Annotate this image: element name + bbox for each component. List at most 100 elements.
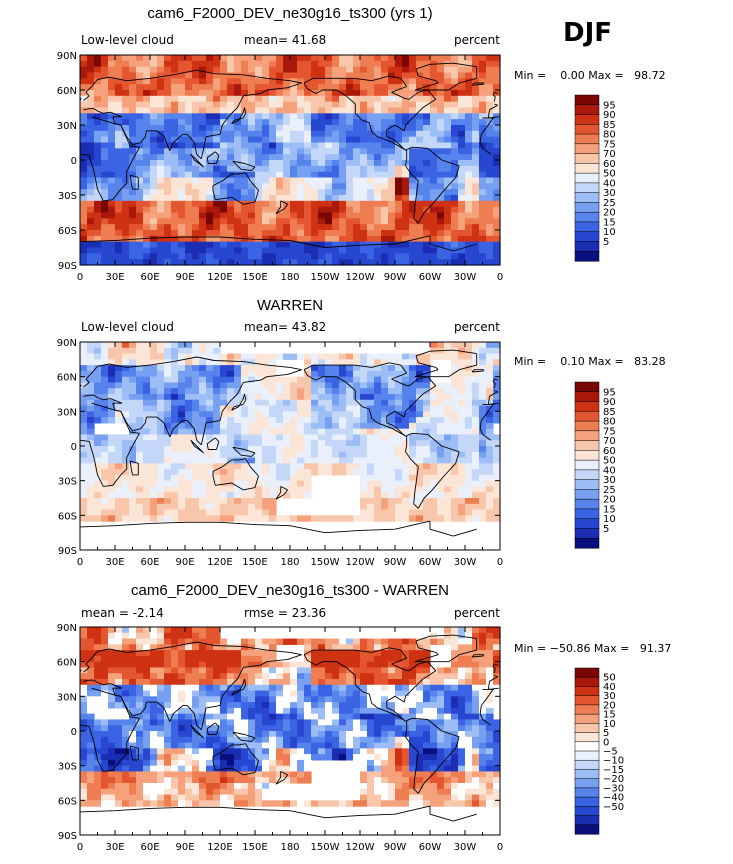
map-cell [87, 136, 95, 144]
map-cell [297, 667, 305, 674]
map-cell [178, 417, 186, 424]
colorbar-label: 95 [603, 387, 616, 398]
map-cell [199, 218, 207, 225]
map-cell [80, 125, 88, 132]
map-cell [143, 195, 151, 202]
map-cell [444, 632, 452, 640]
map-cell [143, 206, 151, 214]
map-cell [318, 183, 326, 190]
map-cell [353, 434, 361, 441]
panel-1-minmax: Min = 0.00 Max = 98.72 [514, 69, 666, 82]
map-cell [101, 125, 109, 132]
map-cell [80, 101, 88, 109]
map-cell [234, 212, 242, 219]
map-cell [192, 503, 200, 511]
map-cell [262, 655, 270, 663]
map-cell [409, 509, 417, 516]
map-cell [262, 696, 270, 703]
map-cell [136, 463, 144, 470]
map-cell [283, 165, 291, 173]
map-cell [472, 183, 480, 190]
map-cell [493, 259, 501, 266]
map-cell [325, 399, 333, 407]
map-cell [332, 650, 340, 657]
map-cell [465, 434, 473, 441]
map-cell [465, 399, 473, 407]
map-cell [346, 218, 354, 225]
map-cell [136, 212, 144, 219]
map-cell [94, 480, 102, 488]
map-cell [262, 224, 270, 231]
map-cell [206, 655, 214, 663]
map-cell [115, 218, 123, 225]
map-cell [150, 353, 158, 360]
map-cell [381, 382, 389, 389]
map-cell [192, 422, 200, 430]
map-cell [374, 206, 382, 214]
map-cell [290, 95, 298, 103]
map-cell [185, 347, 193, 355]
map-cell [353, 422, 361, 430]
map-cell [192, 125, 200, 132]
map-cell [276, 696, 284, 703]
map-cell [451, 690, 459, 697]
map-cell [143, 78, 151, 85]
map-cell [353, 446, 361, 453]
map-cell [479, 503, 487, 511]
map-cell [458, 469, 466, 476]
map-cell [213, 451, 221, 459]
map-cell [87, 667, 95, 674]
map-cell [171, 90, 179, 97]
map-cell [304, 212, 312, 219]
map-cell [486, 84, 494, 91]
map-cell [465, 195, 473, 202]
map-cell [353, 101, 361, 109]
map-cell [395, 60, 403, 68]
map-cell [374, 90, 382, 97]
map-cell [437, 428, 445, 436]
map-cell [360, 515, 368, 522]
map-cell [87, 189, 95, 196]
map-cell [129, 388, 137, 395]
map-cell [227, 160, 235, 167]
map-cell [297, 125, 305, 132]
map-cell [115, 253, 123, 260]
map-cell [353, 667, 361, 674]
map-cell [465, 690, 473, 697]
map-cell [374, 684, 382, 692]
map-cell [87, 650, 95, 657]
map-cell [395, 101, 403, 109]
map-cell [171, 195, 179, 202]
map-cell [115, 95, 123, 103]
map-cell [213, 422, 221, 430]
map-cell [311, 365, 319, 372]
map-cell [206, 165, 214, 173]
map-cell [493, 650, 501, 657]
panel-2-title: WARREN [256, 297, 324, 314]
map-cell [136, 411, 144, 418]
map-cell [262, 474, 270, 482]
map-cell [262, 492, 270, 499]
map-cell [409, 644, 417, 651]
map-cell [171, 136, 179, 144]
map-cell [94, 165, 102, 173]
map-cell [80, 434, 88, 441]
map-cell [269, 353, 277, 360]
map-cell [332, 388, 340, 395]
map-cell [171, 667, 179, 674]
map-cell [388, 713, 396, 721]
map-cell [255, 107, 263, 114]
map-cell [311, 515, 319, 522]
map-cell [150, 370, 158, 378]
map-cell [325, 405, 333, 412]
map-cell [353, 365, 361, 372]
map-cell [94, 130, 102, 138]
map-cell [220, 206, 228, 214]
map-cell [493, 177, 501, 184]
map-cell [444, 136, 452, 144]
map-cell [108, 667, 116, 674]
map-cell [192, 451, 200, 459]
map-cell [136, 509, 144, 516]
map-cell [325, 388, 333, 395]
map-cell [367, 183, 375, 190]
